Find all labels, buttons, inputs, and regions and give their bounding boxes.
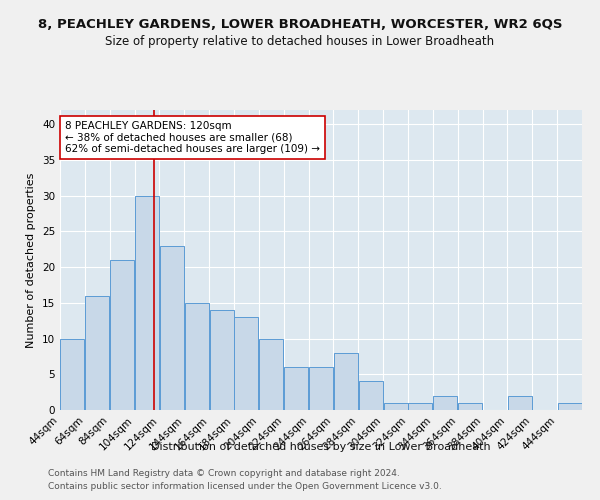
Bar [85, 296, 109, 410]
Bar [508, 396, 532, 410]
Bar [557, 403, 581, 410]
Bar [409, 403, 433, 410]
Text: Distribution of detached houses by size in Lower Broadheath: Distribution of detached houses by size … [151, 442, 491, 452]
Bar [309, 367, 333, 410]
Bar [334, 353, 358, 410]
Text: Contains HM Land Registry data © Crown copyright and database right 2024.: Contains HM Land Registry data © Crown c… [48, 468, 400, 477]
Bar [135, 196, 159, 410]
Bar [359, 382, 383, 410]
Bar [209, 310, 233, 410]
Bar [61, 338, 85, 410]
Text: 8 PEACHLEY GARDENS: 120sqm
← 38% of detached houses are smaller (68)
62% of semi: 8 PEACHLEY GARDENS: 120sqm ← 38% of deta… [65, 120, 320, 154]
Bar [110, 260, 134, 410]
Y-axis label: Number of detached properties: Number of detached properties [26, 172, 37, 348]
Bar [458, 403, 482, 410]
Text: Contains public sector information licensed under the Open Government Licence v3: Contains public sector information licen… [48, 482, 442, 491]
Bar [185, 303, 209, 410]
Bar [433, 396, 457, 410]
Bar [235, 317, 259, 410]
Text: 8, PEACHLEY GARDENS, LOWER BROADHEATH, WORCESTER, WR2 6QS: 8, PEACHLEY GARDENS, LOWER BROADHEATH, W… [38, 18, 562, 30]
Bar [383, 403, 407, 410]
Text: Size of property relative to detached houses in Lower Broadheath: Size of property relative to detached ho… [106, 35, 494, 48]
Bar [284, 367, 308, 410]
Bar [259, 338, 283, 410]
Bar [160, 246, 184, 410]
